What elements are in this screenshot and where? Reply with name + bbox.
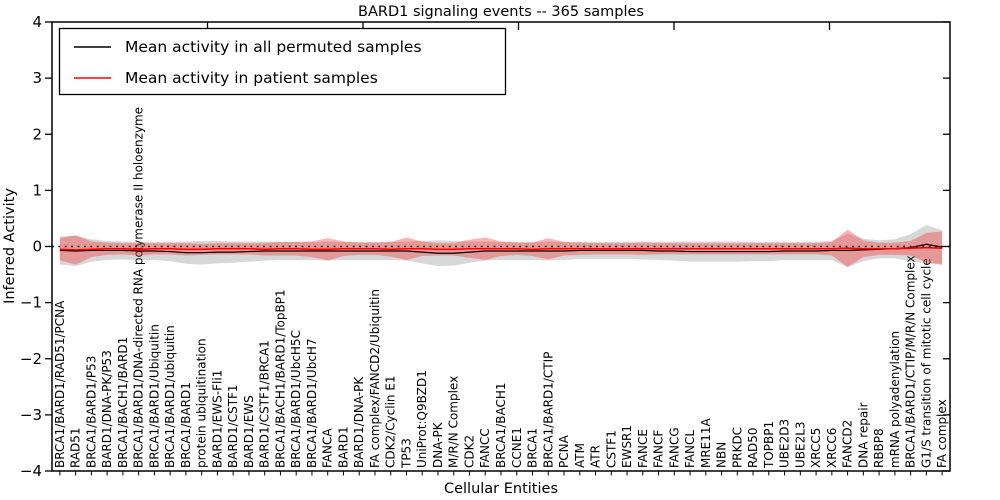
x-tick-label: FA complex [935, 399, 949, 468]
legend-box [58, 27, 507, 96]
x-tick-label: XRCC5 [809, 428, 823, 468]
x-tick-label: BRCA1/BARD1/DNA-directed RNA polymerase … [132, 107, 146, 468]
x-tick-label: ATR [589, 445, 603, 468]
x-tick-label: G1/S transition of mitotic cell cycle [919, 258, 933, 468]
x-tick-label: PRKDC [730, 427, 744, 468]
x-tick-label: MRE11A [699, 417, 713, 468]
x-tick-label: FANCF [652, 430, 666, 468]
chart-title: BARD1 signaling events -- 365 samples [358, 4, 644, 20]
y-tick-label: −4 [20, 462, 42, 480]
x-tick-label: BRCA1 [526, 428, 540, 468]
x-tick-label: BARD1/CSTF1 [226, 384, 240, 468]
x-tick-label: BARD1/CSTF1/BRCA1 [258, 340, 272, 468]
x-tick-label: CDK2/Cyclin E1 [384, 375, 398, 468]
x-tick-label: TP53 [399, 438, 413, 469]
x-tick-label: RBBP8 [872, 428, 886, 468]
x-tick-label: mRNA polyadenylation [888, 331, 902, 468]
x-tick-label: BRCA1/BARD1 [179, 382, 193, 468]
x-tick-label: DNA-PK [431, 421, 445, 468]
x-tick-label: FANCE [636, 429, 650, 468]
x-tick-label: FANCC [478, 428, 492, 468]
x-tick-label: protein ubiquitination [195, 338, 209, 468]
x-tick-label: M/R/N Complex [447, 376, 461, 468]
x-axis-label: Cellular Entities [444, 481, 558, 497]
x-tick-label: BRCA1/BACH1 [494, 382, 508, 468]
x-tick-label: FA complex/FANCD2/Ubiquitin [368, 289, 382, 468]
x-tick-label: BRCA1/BACH1/BARD1/TopBP1 [273, 289, 287, 468]
x-tick-label: FANCG [667, 427, 681, 468]
x-tick-label: UBE2D3 [778, 419, 792, 468]
x-tick-label: BARD1/EWS [242, 395, 256, 468]
x-tick-label: BARD1/DNA-PK/P53 [100, 350, 114, 468]
x-tick-label: BARD1/DNA-PK [352, 376, 366, 468]
line-permuted [59, 243, 943, 254]
plot-frame [51, 21, 951, 472]
legend: Mean activity in all permuted samples Me… [58, 27, 507, 96]
y-axis-label: Inferred Activity [2, 188, 18, 304]
x-tick-label: BRCA1/BARD1/Ubiquitin [147, 324, 161, 468]
x-tick-label: BRCA1/BARD1/CTIP [541, 352, 555, 468]
x-tick-label: BRCA1/BARD1/ubiquitin [163, 325, 177, 468]
y-tick-label: 2 [32, 125, 42, 143]
x-tick-label: BRCA1/BACH1/BARD1 [116, 337, 130, 468]
x-tick-label: PCNA [557, 434, 571, 468]
x-tick-label: FANCL [683, 430, 697, 468]
x-tick-label: UBE2L3 [793, 421, 807, 468]
y-tick-label: 0 [32, 238, 42, 256]
y-tick-label: −1 [20, 294, 42, 312]
x-tick-label: CCNE1 [510, 427, 524, 468]
x-tick-label: XRCC6 [825, 428, 839, 468]
x-tick-label: DNA repair [856, 402, 870, 468]
y-tick-label: 4 [32, 13, 42, 31]
x-tick-label: ATM [573, 443, 587, 468]
x-tick-label: RAD50 [746, 427, 760, 468]
x-tick-label: BARD1/EWS-Fli1 [210, 370, 224, 468]
x-tick-label: UniProt:Q9BZD1 [415, 370, 429, 468]
x-tick-label: BRCA1/BARD1/CTIP/M/R/N Complex [904, 255, 918, 468]
x-tick-label: CDK2 [462, 435, 476, 468]
x-tick-label: RAD51 [69, 427, 83, 468]
line-patient [59, 246, 943, 251]
legend-label-patient-samples: Mean activity in patient samples [125, 69, 378, 87]
y-tick-label: −2 [20, 350, 42, 368]
x-tick-label: FANCA [321, 428, 335, 468]
plot-area: BRCA1/BARD1/RAD51/PCNA RAD51 BRCA1/BARD1/P… [20, 13, 951, 480]
y-tick-label: 3 [32, 69, 42, 87]
x-tick-label: BRCA1/BARD1/UbcH7 [305, 338, 319, 468]
x-tick-label: EWSR1 [620, 425, 634, 468]
x-tick-label: BRCA1/BARD1/P53 [84, 356, 98, 468]
x-tick-label: BARD1 [336, 426, 350, 468]
x-tick-label: FANCD2 [841, 420, 855, 468]
x-tick-label: BRCA1/BARD1/UbcH5C [289, 330, 303, 468]
x-tick-label: CSTF1 [604, 430, 618, 468]
x-tick-label: TOPBP1 [762, 421, 776, 469]
x-tick-label: NBN [715, 442, 729, 468]
legend-label-permuted-samples: Mean activity in all permuted samples [125, 38, 422, 56]
y-tick-label: 1 [32, 181, 42, 199]
y-tick-label: −3 [20, 406, 42, 424]
x-tick-label: BRCA1/BARD1/RAD51/PCNA [53, 300, 67, 468]
